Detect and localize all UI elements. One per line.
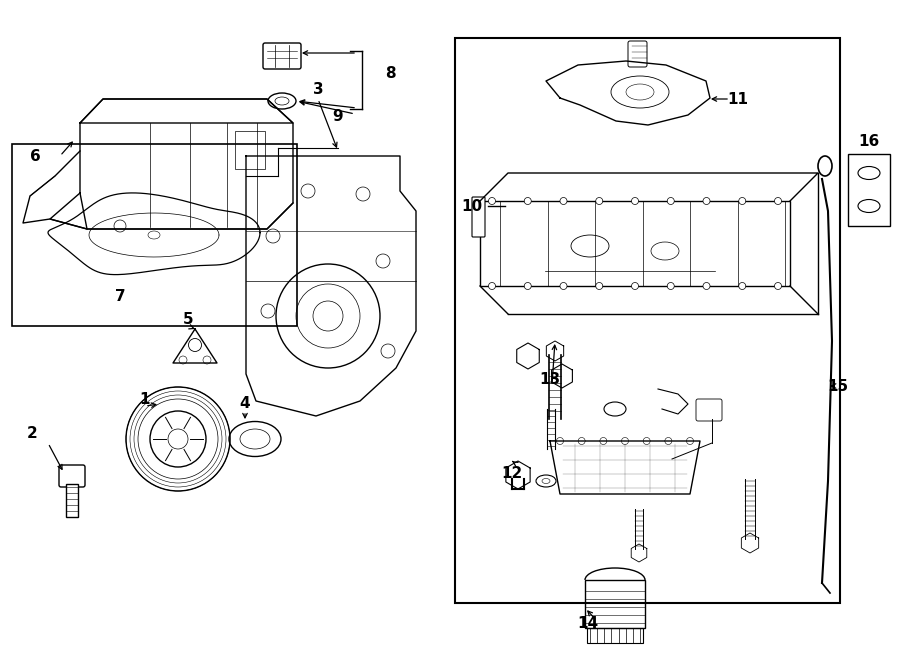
Text: 9: 9 (333, 108, 343, 124)
Circle shape (775, 282, 781, 290)
Bar (587, 628, 643, 643)
Circle shape (665, 438, 671, 444)
Text: 1: 1 (140, 391, 150, 407)
Circle shape (381, 344, 395, 358)
FancyBboxPatch shape (628, 41, 647, 67)
Circle shape (168, 429, 188, 449)
FancyBboxPatch shape (263, 43, 301, 69)
FancyBboxPatch shape (59, 465, 85, 487)
Text: 12: 12 (501, 465, 523, 481)
Bar (585, 580, 645, 628)
Text: 2: 2 (27, 426, 38, 440)
Text: 14: 14 (578, 615, 599, 631)
Text: 5: 5 (183, 311, 194, 327)
Circle shape (703, 282, 710, 290)
FancyBboxPatch shape (472, 197, 485, 237)
Circle shape (596, 282, 603, 290)
Circle shape (596, 198, 603, 204)
Circle shape (524, 282, 531, 290)
Text: 4: 4 (239, 395, 250, 410)
Bar (848, 154, 890, 226)
Circle shape (489, 198, 496, 204)
Circle shape (560, 282, 567, 290)
Circle shape (644, 438, 650, 444)
Text: 15: 15 (827, 379, 849, 393)
Circle shape (667, 198, 674, 204)
Bar (66, 484, 78, 517)
Circle shape (632, 198, 638, 204)
Text: 8: 8 (384, 65, 395, 81)
Circle shape (739, 282, 746, 290)
Circle shape (261, 304, 275, 318)
Text: 11: 11 (727, 91, 749, 106)
Circle shape (266, 229, 280, 243)
Circle shape (622, 438, 628, 444)
Circle shape (489, 282, 496, 290)
Circle shape (739, 198, 746, 204)
Circle shape (599, 438, 607, 444)
Circle shape (313, 301, 343, 331)
Text: 7: 7 (114, 288, 125, 303)
Circle shape (775, 198, 781, 204)
Text: 16: 16 (859, 134, 879, 149)
Text: 13: 13 (539, 371, 561, 387)
Circle shape (356, 187, 370, 201)
Bar (235, 131, 265, 169)
Circle shape (556, 438, 563, 444)
Text: 3: 3 (312, 81, 323, 97)
Circle shape (687, 438, 694, 444)
Circle shape (578, 438, 585, 444)
Text: 6: 6 (30, 149, 40, 163)
Circle shape (632, 282, 638, 290)
Bar (455, 38, 840, 603)
Circle shape (376, 254, 390, 268)
Circle shape (301, 184, 315, 198)
Bar (12, 144, 297, 326)
Text: 10: 10 (462, 198, 482, 214)
Circle shape (667, 282, 674, 290)
Circle shape (524, 198, 531, 204)
Bar (480, 201, 790, 286)
Circle shape (703, 198, 710, 204)
Circle shape (560, 198, 567, 204)
